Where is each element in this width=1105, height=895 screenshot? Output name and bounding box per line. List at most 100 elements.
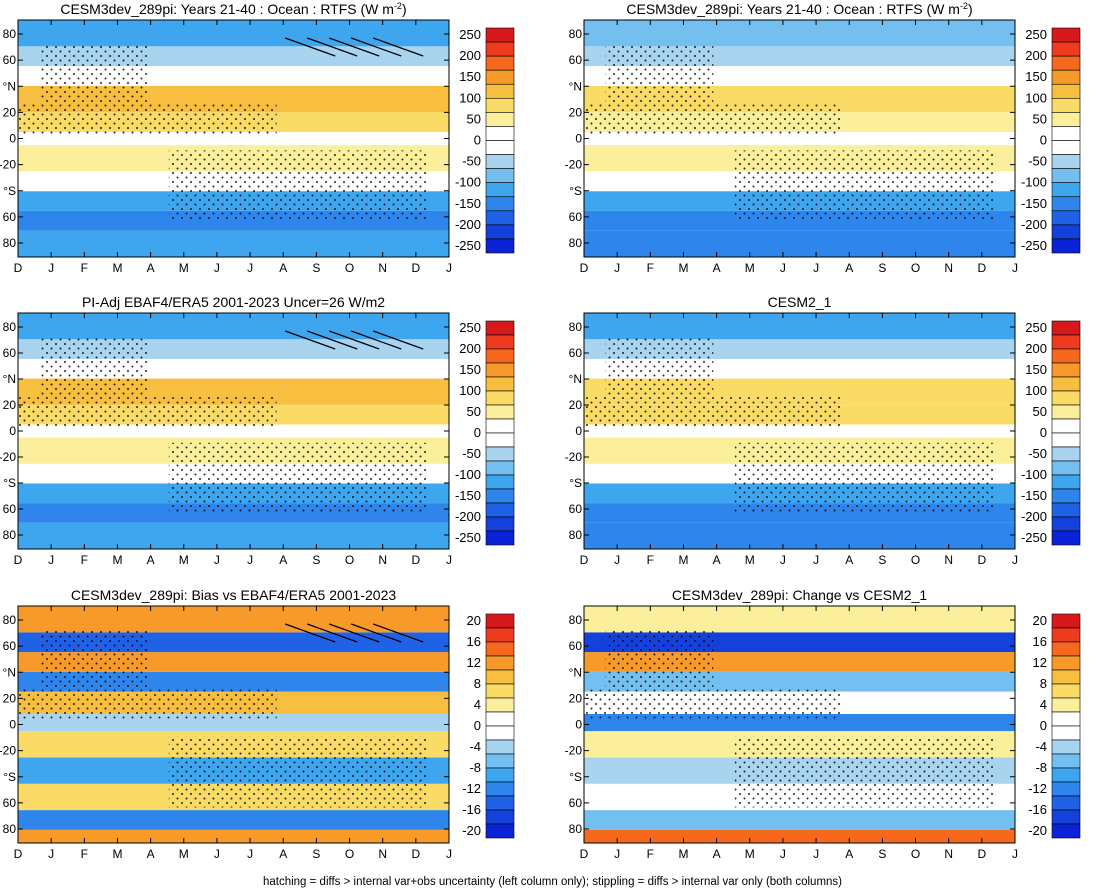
colorbar-bin <box>1051 404 1081 420</box>
y-tick-label: 80 <box>569 613 583 627</box>
x-tick-label: S <box>878 553 886 567</box>
hatch-line <box>373 330 424 350</box>
heatmap-band <box>18 424 449 438</box>
colorbar-bin <box>1051 753 1081 769</box>
stippling-overlay <box>584 629 994 808</box>
x-tick-label: D <box>978 553 987 567</box>
stipple-region <box>605 43 714 103</box>
colorbar-bin <box>1051 362 1081 378</box>
stipple-region <box>39 43 148 103</box>
colorbar-label: 50 <box>467 111 481 126</box>
colorbar-label: -150 <box>1021 196 1047 211</box>
stipple-region <box>168 442 428 514</box>
colorbar-label: 200 <box>459 48 481 63</box>
heatmap-band <box>584 131 1015 146</box>
y-tick-label: 60 <box>569 502 583 516</box>
y-tick-label: °S <box>569 184 582 198</box>
colorbar-bin <box>485 502 515 518</box>
x-tick-label: J <box>247 261 253 275</box>
y-tick-label: 80 <box>3 27 17 41</box>
heatmap-band <box>18 20 449 47</box>
y-tick-label: 60 <box>569 210 583 224</box>
colorbar-bin <box>1051 781 1081 797</box>
colorbar-label: -200 <box>1021 509 1047 524</box>
colorbar-label: -150 <box>455 196 481 211</box>
colorbar-bin <box>1051 112 1081 127</box>
x-tick-label: A <box>147 847 155 861</box>
x-tick-label: J <box>214 847 220 861</box>
colorbar-label: 250 <box>459 27 481 42</box>
colorbar-bin <box>485 460 515 476</box>
colorbar-bin <box>1051 224 1081 240</box>
stippling-overlay <box>18 43 428 222</box>
y-tick-label: 80 <box>3 613 17 627</box>
hatch-line <box>307 37 358 57</box>
x-tick-label: J <box>614 553 620 567</box>
colorbar-bin <box>485 753 515 769</box>
y-tick-label: 20 <box>569 398 583 412</box>
y-tick-label: 80 <box>569 528 583 542</box>
x-tick-label: A <box>845 261 853 275</box>
colorbar-label: 0 <box>474 425 481 440</box>
colorbar-bin <box>485 154 515 169</box>
figure-caption: hatching = diffs > internal var+obs unce… <box>262 876 843 888</box>
colorbar-bin <box>1051 196 1081 212</box>
x-tick-label: F <box>647 553 654 567</box>
y-tick-label: 60 <box>569 346 583 360</box>
x-tick-label: D <box>580 847 589 861</box>
x-tick-label: A <box>713 261 721 275</box>
y-tick-label: -20 <box>0 450 16 464</box>
colorbar-bin <box>485 140 515 155</box>
colorbar-bin <box>485 404 515 420</box>
hatching-overlay <box>285 623 424 643</box>
y-tick-label: 60 <box>569 796 583 810</box>
colorbar-bin <box>1051 168 1081 183</box>
colorbar-label: -16 <box>1028 802 1047 817</box>
colorbar-label: -100 <box>1021 467 1047 482</box>
figure-canvas: CESM3dev_289pi: Years 21-40 : Ocean : RT… <box>0 1 1081 861</box>
y-tick-label: 0 <box>575 718 582 732</box>
y-tick-label: 80 <box>569 236 583 250</box>
colorbar-label: 150 <box>1025 362 1047 377</box>
y-tick-label: 80 <box>569 320 583 334</box>
colorbar-bin <box>1051 502 1081 518</box>
colorbar-bin <box>485 725 515 741</box>
colorbar-bin <box>1051 460 1081 476</box>
colorbar-bin <box>1051 334 1081 350</box>
stipple-region <box>584 688 843 720</box>
x-tick-label: D <box>14 261 23 275</box>
y-tick-label: 0 <box>9 424 16 438</box>
colorbar-label: 12 <box>1033 655 1047 670</box>
colorbar-label: 0 <box>1040 133 1047 148</box>
colorbar-bin <box>485 98 515 113</box>
colorbar-bin <box>485 55 515 71</box>
colorbar-bin <box>485 182 515 198</box>
x-tick-label: J <box>446 553 452 567</box>
y-tick-label: 60 <box>3 639 17 653</box>
colorbar-label: 4 <box>1040 697 1047 712</box>
x-tick-label: J <box>48 261 54 275</box>
colorbar-label: -200 <box>455 509 481 524</box>
colorbar: 20 16 12 8 4 0 -4 -8 -12 -16 -20 <box>462 613 515 839</box>
x-tick-label: D <box>580 261 589 275</box>
y-tick-label: 60 <box>3 796 17 810</box>
colorbar-bin <box>485 126 515 141</box>
x-tick-label: M <box>678 553 688 567</box>
colorbar-bin <box>485 697 515 713</box>
stipple-region <box>39 336 148 396</box>
x-tick-label: D <box>14 553 23 567</box>
colorbar-label: -8 <box>1035 760 1047 775</box>
x-tick-label: F <box>81 847 88 861</box>
colorbar-label: 150 <box>459 362 481 377</box>
stipple-region <box>734 736 994 808</box>
panel-6: CESM3dev_289pi: Change vs CESM2_18060°N2… <box>565 587 1081 861</box>
heatmap-band <box>18 131 449 146</box>
colorbar-bin <box>1051 348 1081 364</box>
x-tick-label: J <box>813 261 819 275</box>
x-tick-label: M <box>745 261 755 275</box>
colorbar: 250 200 150 100 50 0 -50 -100 -150 -200 -250 <box>1021 320 1081 546</box>
colorbar-bin <box>1051 210 1081 226</box>
colorbar-label: 200 <box>1025 48 1047 63</box>
colorbar-label: -50 <box>462 154 481 169</box>
